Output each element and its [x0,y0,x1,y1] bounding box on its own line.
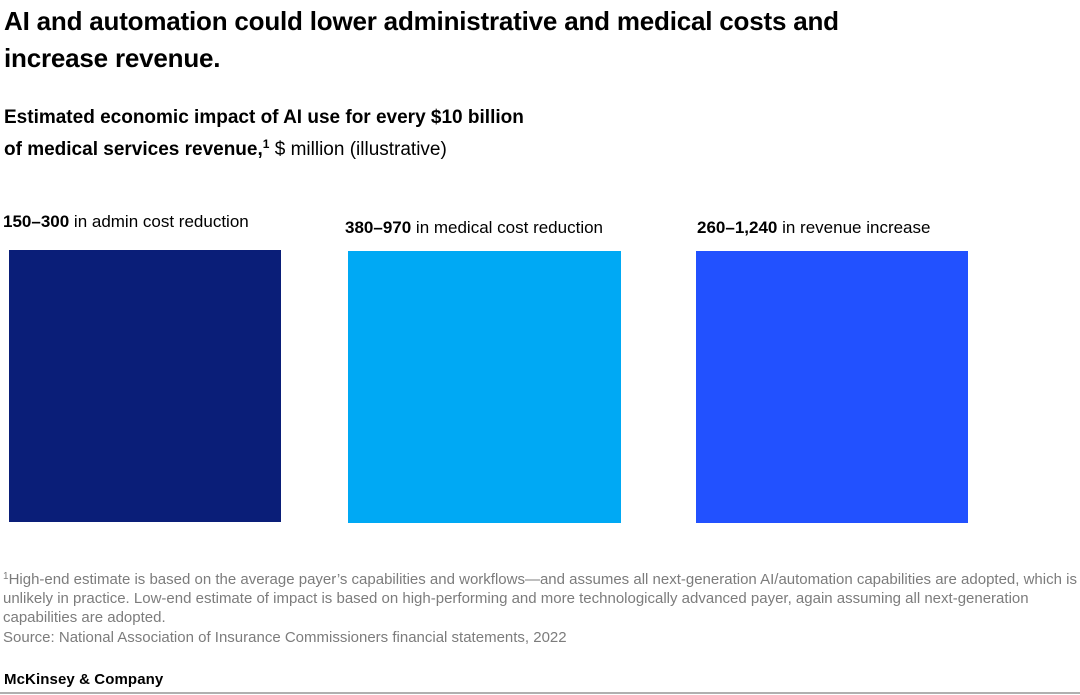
admin-cost-square [9,250,281,522]
revenue-increase-range: 260–1,240 [697,218,778,237]
revenue-increase-square [696,251,968,523]
subtitle-footnote-marker: 1 [262,137,270,151]
footnote-marker: 1 [3,571,9,582]
medical-cost-label: 380–970 in medical cost reduction [345,217,603,239]
title-line-2: increase revenue. [4,43,221,73]
exhibit-subtitle: Estimated economic impact of AI use for … [4,104,704,163]
revenue-increase-caption: in revenue increase [777,218,931,237]
subtitle-unit-text: $ million (illustrative) [269,139,447,160]
revenue-increase-label: 260–1,240 in revenue increase [697,217,930,239]
admin-cost-label: 150–300 in admin cost reduction [3,211,249,233]
exhibit-title: AI and automation could lower administra… [4,3,1014,77]
admin-cost-caption: in admin cost reduction [69,212,249,231]
medical-cost-caption: in medical cost reduction [411,218,604,237]
admin-cost-range: 150–300 [3,212,70,231]
medical-cost-range: 380–970 [345,218,412,237]
bottom-divider [0,692,1080,694]
mckinsey-wordmark: McKinsey & Company [4,671,164,688]
medical-cost-square [348,251,621,523]
footnote-body: High-end estimate is based on the averag… [3,571,1077,626]
footnote-block: 1High-end estimate is based on the avera… [3,567,1077,647]
footnote-text: 1High-end estimate is based on the avera… [3,567,1077,627]
subtitle-bold-line-2: of medical services revenue, [4,139,263,160]
source-line: Source: National Association of Insuranc… [3,629,567,646]
subtitle-bold-line-1: Estimated economic impact of AI use for … [4,107,524,128]
title-line-1: AI and automation could lower administra… [4,6,839,36]
